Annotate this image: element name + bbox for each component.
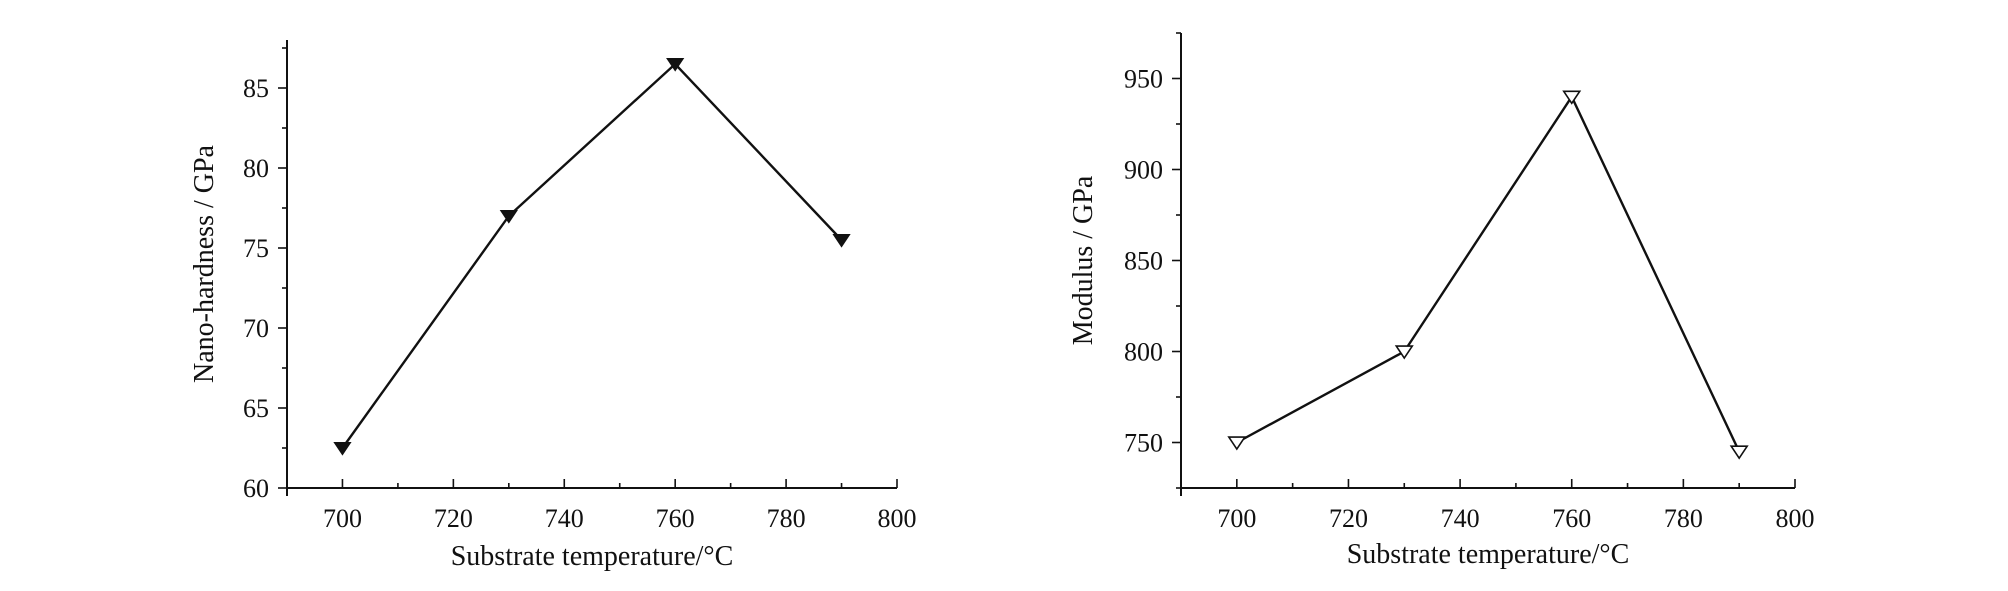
x-tick-label: 800 <box>878 504 917 533</box>
data-point-marker <box>1227 436 1247 451</box>
y-tick-label: 65 <box>243 394 269 423</box>
y-tick-label: 60 <box>243 474 269 503</box>
x-axis-title: Substrate temperature/°C <box>1347 539 1630 570</box>
y-tick-label: 85 <box>243 74 269 103</box>
nano-hardness-chart: Substrate temperature/°C Nano-hardness /… <box>189 40 917 572</box>
y-tick-label: 900 <box>1124 156 1163 185</box>
x-tick-label: 720 <box>434 504 473 533</box>
y-tick-label: 750 <box>1124 429 1163 458</box>
y-axis-title: Nano-hardness / GPa <box>189 144 220 383</box>
y-tick-label: 850 <box>1124 247 1163 276</box>
data-point-marker <box>1729 445 1749 460</box>
y-tick-label: 800 <box>1124 338 1163 367</box>
x-tick-label: 740 <box>545 504 584 533</box>
y-axis-title: Modulus / GPa <box>1068 175 1099 345</box>
x-tick-label: 740 <box>1441 504 1480 533</box>
series-line <box>1236 94 1741 453</box>
data-point-marker <box>1562 90 1582 105</box>
x-tick-label: 720 <box>1329 504 1368 533</box>
series-line <box>341 62 843 449</box>
x-tick-label: 760 <box>1552 504 1591 533</box>
x-tick-label: 800 <box>1776 504 1815 533</box>
x-tick-label: 700 <box>323 504 362 533</box>
x-axis-title: Substrate temperature/°C <box>451 541 734 572</box>
y-tick-label: 950 <box>1124 65 1163 94</box>
data-point-marker <box>1394 345 1414 360</box>
x-tick-label: 780 <box>767 504 806 533</box>
modulus-chart: Substrate temperature/°C Modulus / GPa 7… <box>1068 32 1815 570</box>
data-point-marker <box>832 234 851 248</box>
y-tick-label: 75 <box>243 234 269 263</box>
data-point-marker <box>333 442 352 456</box>
y-tick-label: 80 <box>243 154 269 183</box>
data-point-marker <box>666 57 685 72</box>
data-point-marker <box>499 210 518 224</box>
x-tick-label: 780 <box>1664 504 1703 533</box>
x-tick-label: 700 <box>1217 504 1256 533</box>
y-tick-label: 70 <box>243 314 269 343</box>
x-tick-label: 760 <box>656 504 695 533</box>
